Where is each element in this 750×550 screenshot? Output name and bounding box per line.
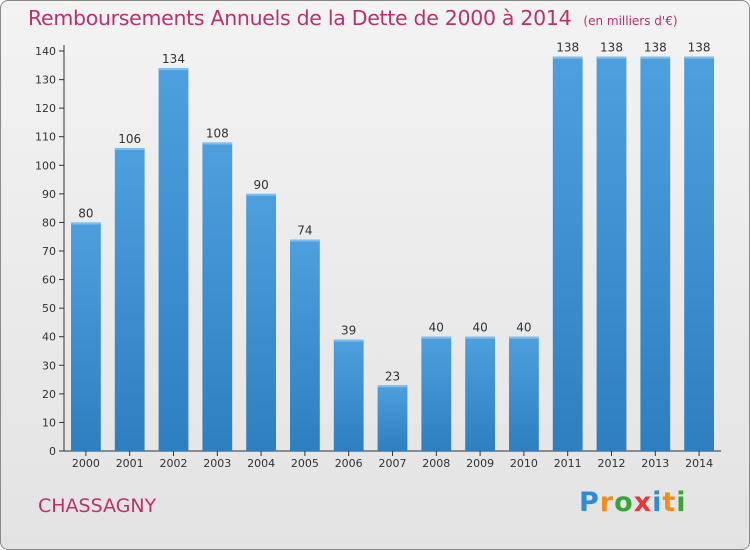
bar-highlight [114,148,145,151]
chart-unit-note: (en milliers d'€) [583,14,678,28]
chart-title-text: Remboursements Annuels de la Dette de 20… [28,6,572,30]
data-label: 90 [253,178,268,192]
y-tick-label: 110 [35,131,56,144]
bar [158,68,189,452]
y-tick-label: 20 [42,388,56,401]
bar [596,56,627,451]
bar [465,336,495,451]
bar [684,56,714,451]
proxiti-logo: Proxiti [579,487,687,518]
y-tick-label: 10 [42,416,56,429]
y-tick-label: 0 [49,445,56,458]
y-tick-label: 30 [42,359,56,372]
y-tick-label: 100 [35,159,56,172]
data-label: 138 [688,41,711,55]
bar-highlight [684,56,714,59]
x-tick-label: 2006 [335,457,363,470]
bar [552,56,583,451]
bar [640,56,671,451]
y-tick-label: 80 [42,216,56,229]
data-label: 40 [516,321,531,335]
bar-highlight [377,385,408,388]
x-tick-label: 2009 [466,457,494,470]
bar-highlight [596,56,627,59]
data-label: 40 [429,321,444,335]
x-tick-label: 2008 [422,457,450,470]
bar-highlight [552,56,583,59]
x-tick-label: 2002 [160,457,188,470]
bar [377,385,408,451]
y-tick-label: 140 [35,45,56,58]
bar-highlight [421,336,452,339]
bar-highlight [333,339,364,342]
bar-highlight [246,193,276,196]
y-tick-label: 60 [42,274,56,287]
data-label: 138 [644,41,667,55]
bar [421,336,452,451]
bar [71,222,101,451]
logo-letter: r [599,487,615,518]
x-tick-label: 2014 [685,457,713,470]
x-tick-label: 2001 [116,457,144,470]
x-tick-label: 2005 [291,457,319,470]
logo-letter: o [614,487,634,518]
bar-highlight [158,68,189,71]
x-tick-label: 2012 [598,457,626,470]
data-label: 23 [385,369,400,383]
bar-highlight [640,56,671,59]
bar-highlight [290,239,320,242]
x-tick-label: 2004 [247,457,275,470]
data-label: 138 [556,41,579,55]
y-tick-label: 50 [42,302,56,315]
chart-title: Remboursements Annuels de la Dette de 20… [28,6,678,30]
data-label: 74 [297,224,312,238]
data-label: 134 [162,52,185,66]
bar [509,336,539,451]
data-label: 80 [78,206,93,220]
bar-highlight [202,142,233,145]
commune-name: CHASSAGNY [38,495,157,517]
x-tick-label: 2010 [510,457,538,470]
logo-letter: t [662,487,677,518]
logo-letter: x [633,487,653,518]
bar [290,239,320,451]
data-label: 39 [341,324,356,338]
x-tick-label: 2000 [72,457,100,470]
data-label: 106 [118,132,141,146]
data-label: 138 [600,41,623,55]
x-tick-label: 2013 [641,457,669,470]
y-tick-label: 90 [42,188,56,201]
bar [246,193,276,451]
y-tick-label: 120 [35,102,56,115]
logo-letter: i [652,487,663,518]
logo-letter: i [676,487,687,518]
logo-letter: P [579,487,600,518]
y-tick-label: 40 [42,331,56,344]
x-tick-label: 2007 [379,457,407,470]
x-tick-label: 2011 [554,457,582,470]
y-tick-label: 70 [42,245,56,258]
data-label: 108 [206,126,229,140]
y-tick-label: 130 [35,74,56,87]
data-label: 40 [472,321,487,335]
bar-highlight [465,336,495,339]
bar [333,339,364,451]
bar [114,148,145,451]
bar [202,142,233,451]
bar-highlight [71,222,101,225]
x-tick-label: 2003 [203,457,231,470]
bar-highlight [509,336,539,339]
